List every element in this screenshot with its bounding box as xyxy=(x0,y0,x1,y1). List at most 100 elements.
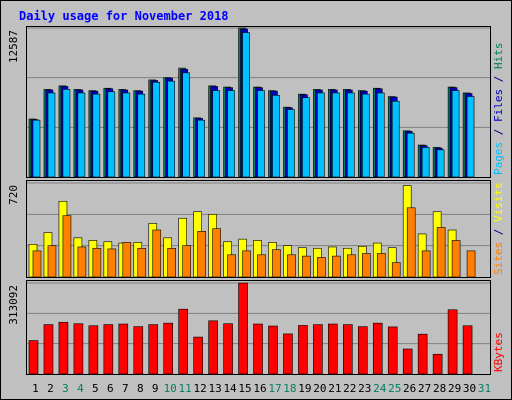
series-sites xyxy=(32,207,476,278)
bar-kbytes-22 xyxy=(343,324,353,375)
x-tick-label: 5 xyxy=(92,382,99,395)
bar-sites-7 xyxy=(122,242,132,278)
bar-kbytes-28 xyxy=(432,353,443,375)
bar-kbytes-8 xyxy=(133,326,144,375)
bar-sites-6 xyxy=(107,248,117,278)
series-kbytes xyxy=(28,282,473,375)
x-tick-label: 16 xyxy=(253,382,266,395)
bar-sites-26 xyxy=(406,207,416,278)
bar-kbytes-30 xyxy=(462,325,473,375)
bar-pages-22 xyxy=(347,92,355,178)
bar-kbytes-25 xyxy=(387,326,398,375)
panel-hits-files-pages: 12587 Pages / Files / Hits xyxy=(7,26,505,178)
bar-sites-23 xyxy=(361,253,371,278)
bar-pages-6 xyxy=(107,91,116,178)
bar-pages-12 xyxy=(197,119,205,178)
bar-sites-11 xyxy=(182,245,191,278)
bar-sites-15 xyxy=(242,250,251,278)
bar-pages-4 xyxy=(77,92,86,178)
bar-pages-15 xyxy=(242,32,250,178)
legend-entry: / xyxy=(492,122,505,142)
bar-pages-10 xyxy=(167,80,176,178)
bar-sites-27 xyxy=(421,250,431,278)
x-tick-label: 21 xyxy=(328,382,341,395)
x-tick-label: 23 xyxy=(358,382,371,395)
bar-pages-17 xyxy=(272,95,280,178)
bar-kbytes-29 xyxy=(447,309,458,375)
x-tick-label: 29 xyxy=(448,382,461,395)
bar-kbytes-11 xyxy=(178,308,188,375)
bar-kbytes-5 xyxy=(88,325,99,375)
x-tick-label: 18 xyxy=(283,382,296,395)
x-tick-label: 1 xyxy=(32,382,39,395)
bar-kbytes-16 xyxy=(253,323,263,375)
bar-kbytes-2 xyxy=(43,324,54,375)
bar-pages-13 xyxy=(212,90,220,178)
x-tick-label: 7 xyxy=(122,382,129,395)
x-axis-labels: 1 2 3 4 5 6 7 8 9 10 11 12 13 14 15 16 17 18 19 20 21 22 23 24 2… xyxy=(32,382,491,395)
bar-sites-29 xyxy=(451,240,461,278)
bar-pages-30 xyxy=(466,96,475,178)
bar-sites-1 xyxy=(32,250,42,278)
bar-sites-16 xyxy=(257,254,266,278)
bar-sites-20 xyxy=(317,257,326,278)
legend-entry: KBytes xyxy=(492,332,505,372)
bar-pages-21 xyxy=(332,92,340,178)
bar-pages-18 xyxy=(287,109,295,178)
bar-pages-23 xyxy=(361,93,370,178)
x-tick-label: 10 xyxy=(164,382,177,395)
x-tick-label: 24 xyxy=(373,382,387,395)
legend-entry: Hits xyxy=(492,43,505,70)
x-tick-label: 28 xyxy=(433,382,446,395)
x-tick-label: 3 xyxy=(62,382,69,395)
x-tick-label: 19 xyxy=(298,382,311,395)
y-max-label: 720 xyxy=(7,185,20,205)
x-tick-label: 4 xyxy=(77,382,84,395)
bar-pages-24 xyxy=(376,92,385,178)
bar-pages-8 xyxy=(137,93,146,178)
bar-kbytes-3 xyxy=(58,321,69,375)
bar-kbytes-13 xyxy=(208,320,218,375)
x-tick-label: 30 xyxy=(463,382,476,395)
bar-kbytes-26 xyxy=(402,348,413,375)
x-tick-label: 14 xyxy=(223,382,237,395)
bar-kbytes-17 xyxy=(268,325,278,375)
bar-sites-17 xyxy=(272,249,281,278)
bar-sites-22 xyxy=(347,254,356,278)
bar-sites-18 xyxy=(287,254,296,278)
bar-kbytes-23 xyxy=(357,326,368,375)
bar-pages-26 xyxy=(406,132,415,178)
bar-pages-16 xyxy=(257,90,265,178)
bar-kbytes-7 xyxy=(118,323,129,375)
x-tick-label: 22 xyxy=(343,382,356,395)
bar-sites-3 xyxy=(62,215,72,278)
legend-entry: Files xyxy=(492,89,505,122)
bar-kbytes-20 xyxy=(313,324,323,375)
legend-entry: Pages xyxy=(492,142,505,175)
chart-title: Daily usage for November 2018 xyxy=(19,9,229,23)
legend-entry: Visits xyxy=(492,182,505,222)
bar-pages-2 xyxy=(47,92,56,178)
bar-pages-11 xyxy=(182,72,190,178)
bar-sites-14 xyxy=(227,254,236,278)
bar-kbytes-24 xyxy=(372,322,383,375)
bar-sites-30 xyxy=(466,250,476,278)
bar-pages-20 xyxy=(317,92,325,178)
bar-pages-19 xyxy=(302,97,310,178)
panel-visits-sites: 720 Sites / Visits xyxy=(7,180,505,278)
x-tick-label: 11 xyxy=(179,382,192,395)
y-max-label: 12587 xyxy=(7,30,20,63)
bar-kbytes-18 xyxy=(283,333,293,375)
bar-pages-27 xyxy=(421,147,430,178)
bar-pages-14 xyxy=(227,90,235,178)
panel-kbytes: 313092 KBytes xyxy=(7,280,505,375)
bar-pages-1 xyxy=(32,119,41,178)
series-pages xyxy=(32,32,475,178)
bar-pages-3 xyxy=(62,89,71,178)
x-tick-label: 13 xyxy=(208,382,221,395)
bar-pages-5 xyxy=(92,93,101,178)
x-tick-label: 17 xyxy=(268,382,281,395)
x-tick-label: 25 xyxy=(388,382,401,395)
bar-sites-28 xyxy=(436,227,446,278)
